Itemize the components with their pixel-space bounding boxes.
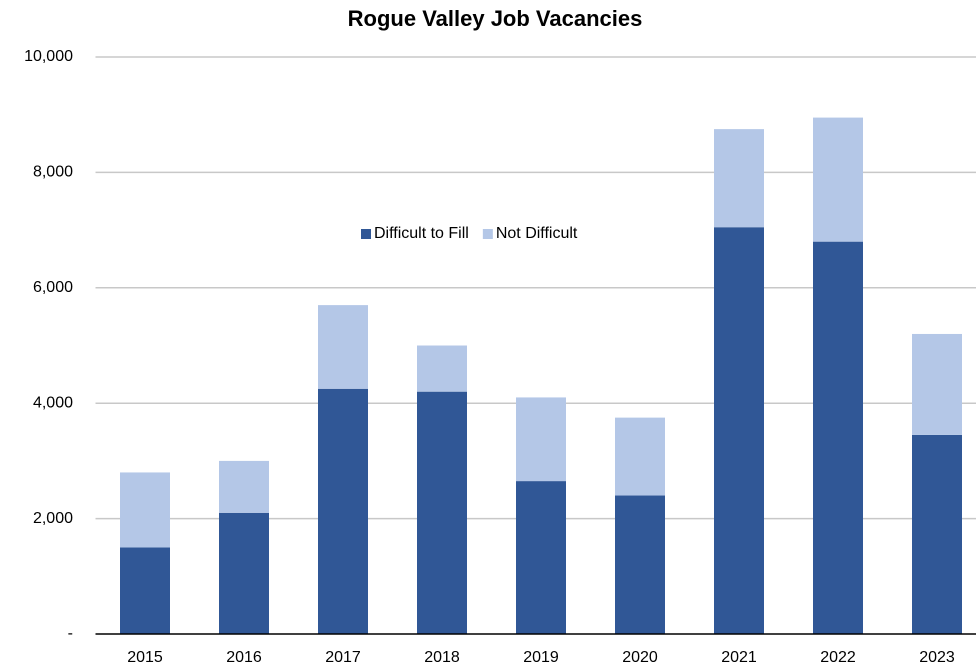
legend-label: Not Difficult: [496, 225, 578, 242]
bar-segment: [912, 333, 962, 435]
y-tick-label: 8,000: [33, 164, 73, 181]
bar-segment: [813, 241, 863, 634]
x-tick-label: 2016: [226, 649, 262, 666]
chart-title: Rogue Valley Job Vacancies: [348, 6, 643, 31]
bar-segment: [318, 305, 368, 389]
legend-swatch: [482, 229, 493, 239]
x-tick-label: 2015: [127, 649, 163, 666]
bar-segment: [912, 434, 962, 634]
x-tick-label: 2019: [523, 649, 559, 666]
bar-segment: [615, 417, 665, 496]
x-tick-label: 2018: [424, 649, 460, 666]
bar-segment: [417, 345, 467, 392]
bar-segment: [120, 547, 170, 634]
bar-segment: [516, 397, 566, 482]
x-tick-label: 2020: [622, 649, 658, 666]
legend-swatch: [361, 229, 371, 239]
bar-segment: [615, 495, 665, 634]
bar-segment: [813, 117, 863, 242]
y-tick-label: 4,000: [33, 394, 73, 411]
bar-segment: [318, 388, 368, 634]
legend-label: Difficult to Fill: [374, 225, 469, 242]
bar-segment: [219, 512, 269, 634]
bar-segment: [714, 227, 764, 634]
x-tick-label: 2023: [919, 649, 955, 666]
bar-segment: [516, 481, 566, 634]
bar-segment: [120, 472, 170, 548]
bar-segment: [714, 129, 764, 228]
x-tick-label: 2017: [325, 649, 361, 666]
y-tick-label: -: [68, 625, 73, 642]
x-tick-label: 2022: [820, 649, 856, 666]
x-tick-label: 2021: [721, 649, 757, 666]
bar-segment: [219, 460, 269, 513]
bar-segment: [417, 391, 467, 634]
y-tick-label: 10,000: [24, 48, 73, 65]
y-tick-label: 6,000: [33, 279, 73, 296]
y-tick-label: 2,000: [33, 510, 73, 527]
